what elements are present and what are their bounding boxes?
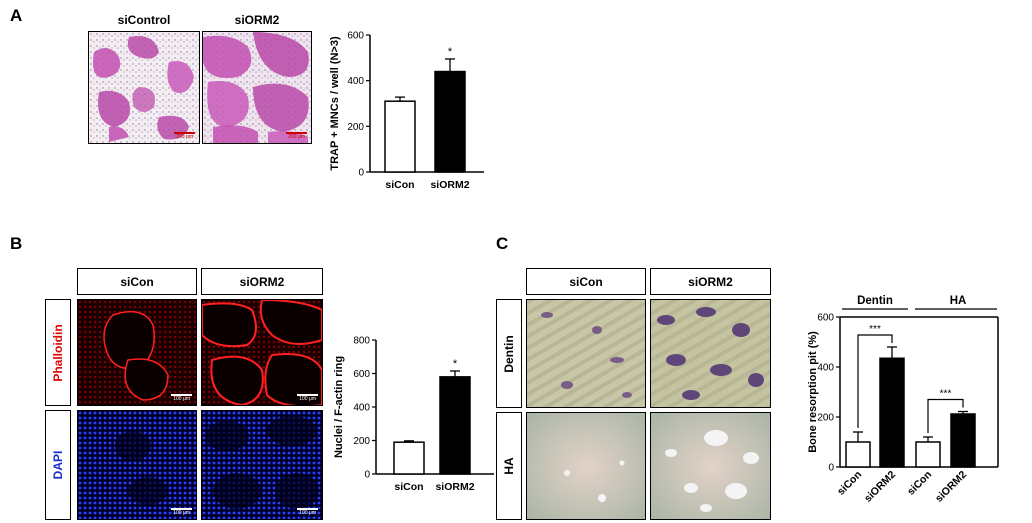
dapi-siorm2-image: 100 μm — [201, 410, 323, 520]
y-tick-label: 0 — [358, 168, 364, 179]
x-tick-label: siCon — [385, 179, 414, 191]
row-label-dapi-text: DAPI — [51, 450, 65, 480]
row-label-ha: HA — [496, 412, 522, 520]
bar — [393, 441, 425, 475]
dentin-sicon-image — [526, 299, 646, 408]
dentin-siorm2-pattern — [651, 300, 770, 407]
dapi-sicon-pattern — [78, 411, 196, 519]
y-tick-label: 600 — [817, 313, 834, 324]
bar — [845, 441, 871, 468]
chart-b: 0 200 400 600 800 Nuclei / F-actin ring siCon s… — [333, 336, 494, 493]
x-tick-label: siORM2 — [862, 469, 898, 505]
y-tick-label: 200 — [353, 436, 370, 447]
significance-bracket — [927, 398, 964, 433]
scale-bar-a1: 200 μm — [174, 132, 195, 140]
y-tick-label: 400 — [347, 76, 364, 87]
trap-stain-siorm2-pattern — [203, 32, 311, 143]
col-label-b-siorm2: siORM2 — [201, 268, 323, 295]
ha-sicon-image — [526, 412, 646, 520]
row-label-dentin-text: Dentin — [502, 334, 516, 373]
row-label-ha-text: HA — [502, 457, 516, 475]
dentin-siorm2-image — [650, 299, 771, 408]
x-tick-label: siCon — [835, 469, 864, 498]
bar — [434, 70, 466, 173]
phalloidin-sicon-pattern — [78, 300, 196, 405]
y-tick-label: 400 — [817, 363, 834, 374]
bar — [915, 441, 941, 468]
significance-bracket — [857, 334, 893, 428]
phalloidin-siorm2-image: 100 μm — [201, 299, 323, 406]
chart-a: 0 200 400 600 TRAP + MNCs / well (N>3) siCon s… — [329, 31, 484, 191]
col-label-c-sicon: siCon — [526, 268, 646, 295]
trap-stain-siorm2-image: 200 μm — [202, 31, 312, 144]
trap-stain-sicontrol-pattern — [89, 32, 199, 143]
ha-siorm2-pattern — [651, 413, 770, 519]
col-label-b-sicon: siCon — [77, 268, 197, 295]
row-label-dapi: DAPI — [45, 410, 71, 520]
x-tick-label: siORM2 — [933, 469, 969, 505]
scale-bar-b3: 100 μm — [171, 508, 192, 516]
x-tick-label: siCon — [905, 469, 934, 498]
significance-marker: *** — [940, 389, 952, 400]
col-label-c-siorm2: siORM2 — [650, 268, 771, 295]
row-label-phalloidin: Phalloidin — [45, 299, 71, 406]
y-tick-label: 600 — [347, 31, 364, 42]
significance-marker: * — [453, 358, 458, 370]
significance-marker: * — [448, 46, 453, 58]
dapi-siorm2-pattern — [202, 411, 322, 519]
title-siorm2: siORM2 — [234, 13, 280, 27]
y-axis-label: TRAP + MNCs / well (N>3) — [329, 36, 341, 171]
y-tick-label: 400 — [353, 403, 370, 414]
bar — [439, 376, 471, 475]
y-tick-label: 200 — [817, 413, 834, 424]
scale-bar-b4: 100 μm — [297, 508, 318, 516]
bar — [950, 413, 976, 468]
y-tick-label: 800 — [353, 336, 370, 347]
scale-bar-b1: 100 μm — [171, 394, 192, 402]
scale-bar-b2: 100 μm — [297, 394, 318, 402]
scale-bar-a2: 200 μm — [286, 132, 307, 140]
row-label-phalloidin-text: Phalloidin — [51, 323, 65, 382]
ha-siorm2-image — [650, 412, 771, 520]
y-tick-label: 200 — [347, 122, 364, 133]
y-tick-label: 0 — [364, 470, 370, 481]
ha-sicon-pattern — [527, 413, 645, 519]
trap-stain-sicontrol-image: 200 μm — [88, 31, 200, 144]
bar — [384, 100, 416, 173]
phalloidin-sicon-image: 100 μm — [77, 299, 197, 406]
x-tick-label: siORM2 — [435, 481, 474, 493]
dentin-sicon-pattern — [527, 300, 645, 407]
significance-marker: *** — [869, 324, 881, 335]
y-tick-label: 0 — [828, 463, 834, 474]
bar — [879, 357, 905, 468]
x-tick-label: siCon — [394, 481, 423, 493]
group-label: Dentin — [857, 295, 893, 307]
title-sicontrol: siControl — [117, 13, 171, 27]
panel-label-b: B — [10, 234, 23, 253]
y-tick-label: 600 — [353, 369, 370, 380]
phalloidin-siorm2-pattern — [202, 300, 322, 405]
group-label: HA — [950, 295, 967, 307]
row-label-dentin: Dentin — [496, 299, 522, 408]
panel-label-a: A — [10, 6, 23, 25]
y-axis-label: Nuclei / F-actin ring — [333, 356, 345, 458]
panel-label-c: C — [496, 234, 509, 253]
x-tick-label: siORM2 — [430, 179, 469, 191]
dapi-sicon-image: 100 μm — [77, 410, 197, 520]
y-axis-label: Bone resorption pit (%) — [807, 331, 819, 453]
